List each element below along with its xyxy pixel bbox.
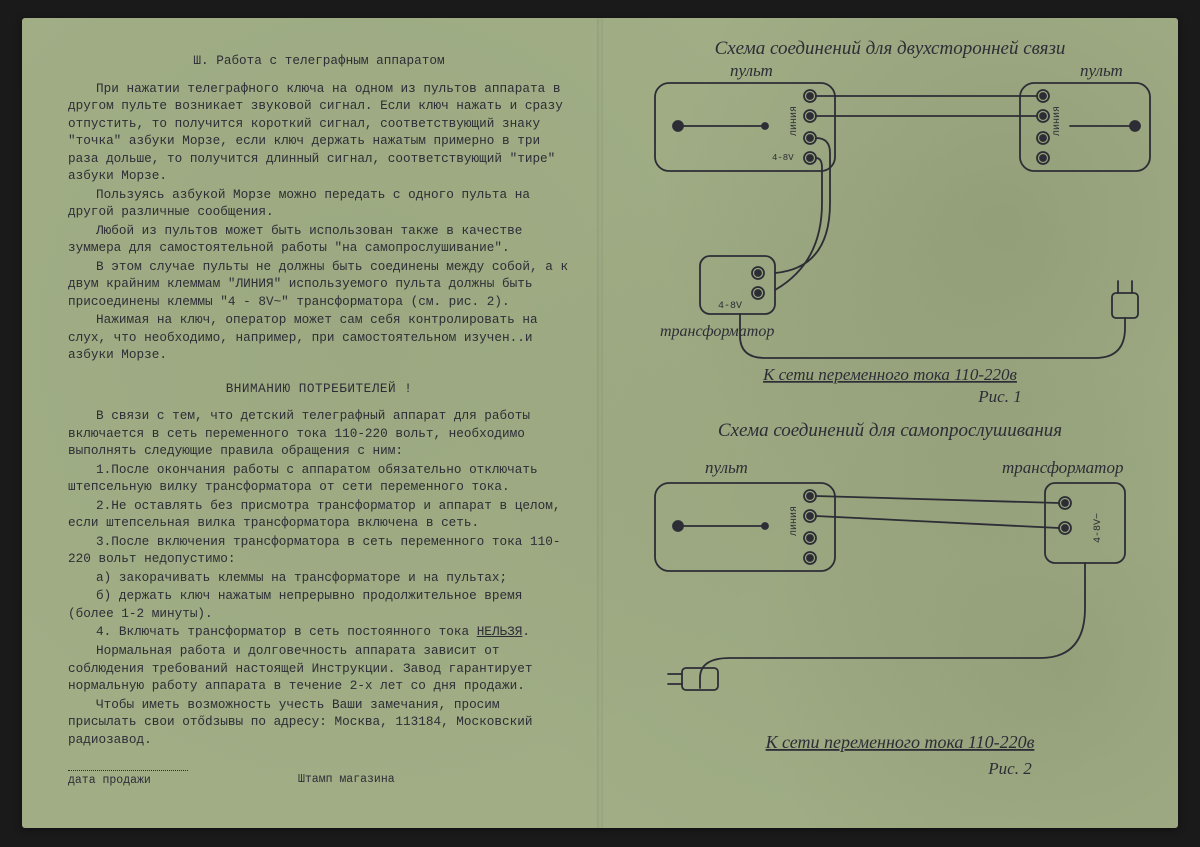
rule-3a: а) закорачивать клеммы на трансформаторе… — [68, 569, 570, 587]
paragraph-5: Нажимая на ключ, оператор может сам себя… — [68, 311, 570, 364]
rule-4: 4. Включать трансформатор в сеть постоян… — [68, 623, 570, 641]
rule-2: 2.Не оставлять без присмотра трансформат… — [68, 497, 570, 532]
paragraph-1: При нажатии телеграфного ключа на одном … — [68, 80, 570, 185]
paper-spread: Ш. Работа с телеграфным аппаратом При на… — [22, 18, 1178, 828]
shop-stamp-field: Штамп магазина — [298, 770, 428, 789]
notice-intro: В связи с тем, что детский телеграфный а… — [68, 407, 570, 460]
footer-signatures: дата продажи Штамп магазина — [68, 770, 570, 789]
diag2-left-label: пульт — [705, 458, 748, 477]
diag2-left-terminal: линия — [789, 506, 800, 536]
rule-4-post: . — [522, 624, 530, 639]
diag1-left-voltage: 4-8V — [772, 153, 794, 163]
warranty-text: Нормальная работа и долговечность аппара… — [68, 642, 570, 695]
feedback-address: Чтобы иметь возможность учесть Ваши заме… — [68, 696, 570, 749]
diag1-transformer-voltage: 4-8V — [718, 301, 742, 312]
consumer-notice-heading: ВНИМАНИЮ ПОТРЕБИТЕЛЕЙ ! — [68, 380, 570, 398]
paragraph-4: В этом случае пульты не должны быть соед… — [68, 258, 570, 311]
left-page: Ш. Работа с телеграфным аппаратом При на… — [22, 18, 600, 828]
paragraph-3: Любой из пультов может быть использован … — [68, 222, 570, 257]
section-title: Ш. Работа с телеграфным аппаратом — [68, 52, 570, 70]
rule-4-pre: 4. Включать трансформатор в сеть постоян… — [96, 624, 477, 639]
diag1-transformer-label: трансформатор — [660, 323, 774, 340]
wiring-diagrams: Схема соединений для двухсторонней связи… — [600, 18, 1178, 828]
section-number: Ш. — [193, 53, 208, 68]
diag2-cable-label: К сети переменного тока 110-220в — [765, 732, 1035, 752]
diag1-left-label: пульт — [730, 61, 773, 80]
diag1-cable-label: К сети переменного тока 110-220в — [762, 365, 1017, 384]
rule-3: 3.После включения трансформатора в сеть … — [68, 533, 570, 568]
diag2-title: Схема соединений для самопрослушивания — [718, 420, 1062, 441]
diag1-left-terminal: линия — [789, 106, 800, 136]
rule-3b: б) держать ключ нажатым непрерывно продо… — [68, 587, 570, 622]
diag2-right-voltage: 4-8V~ — [1093, 513, 1104, 543]
diag2-right-label: трансформатор — [1002, 458, 1123, 477]
right-page: Схема соединений для двухсторонней связи… — [600, 18, 1178, 828]
diag2-caption: Рис. 2 — [987, 759, 1032, 778]
sale-date-field: дата продажи — [68, 770, 188, 789]
diag1-right-label: пульт — [1080, 61, 1123, 80]
paragraph-2: Пользуясь азбукой Морзе можно передать с… — [68, 186, 570, 221]
rule-4-forbidden: НЕЛЬЗЯ — [477, 624, 523, 639]
diag1-title: Схема соединений для двухсторонней связи — [715, 38, 1066, 59]
rule-1: 1.После окончания работы с аппаратом обя… — [68, 461, 570, 496]
section-title-text: Работа с телеграфным аппаратом — [216, 53, 444, 68]
diag1-right-terminal: линия — [1052, 106, 1063, 136]
diag1-caption: Рис. 1 — [977, 387, 1021, 406]
